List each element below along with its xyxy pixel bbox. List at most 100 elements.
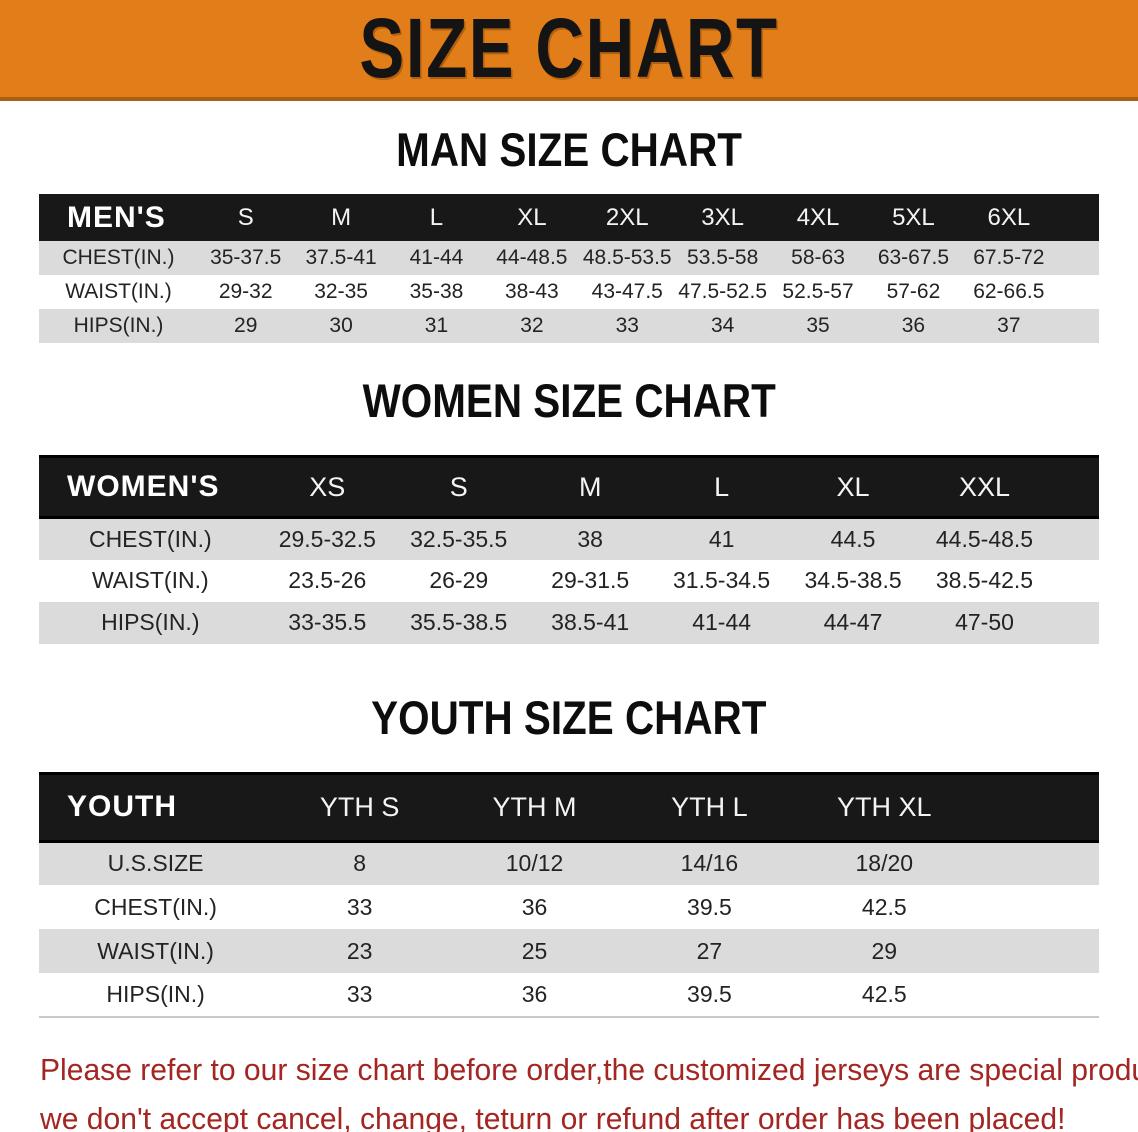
size-value: 37 (961, 309, 1057, 343)
size-value: 35.5-38.5 (393, 601, 525, 644)
row-label: WAIST(IN.) (39, 929, 273, 973)
youth-size-chart-heading: YOUTH SIZE CHART (0, 690, 1138, 745)
row-label: HIPS(IN.) (39, 973, 273, 1018)
size-value: 36 (447, 973, 622, 1018)
size-value: 32 (484, 309, 580, 343)
size-column-header: L (655, 455, 788, 519)
size-column-header: XXL (918, 455, 1051, 519)
size-value: 42.5 (796, 973, 972, 1018)
size-value: 43-47.5 (579, 275, 675, 309)
size-value: 25 (447, 929, 622, 973)
row-filler-cell (1056, 309, 1099, 343)
row-filler-cell (1056, 275, 1099, 309)
row-label: U.S.SIZE (39, 841, 273, 885)
size-column-header: 3XL (674, 194, 771, 241)
size-value: 35-38 (388, 275, 485, 309)
table-row: HIPS(IN.) 33 36 39.5 42.5 (39, 973, 1099, 1018)
table-corner-label: YOUTH (39, 771, 273, 843)
size-column-header: M (293, 194, 389, 241)
row-label: HIPS(IN.) (39, 309, 198, 343)
size-value: 63-67.5 (865, 241, 962, 275)
size-chart-banner: SIZE CHART (0, 0, 1138, 101)
size-value: 38.5-41 (524, 601, 656, 644)
women-size-chart-heading: WOMEN SIZE CHART (0, 373, 1138, 428)
size-value: 35 (770, 309, 866, 343)
size-column-header: 2XL (579, 194, 675, 241)
size-value: 29.5-32.5 (261, 517, 394, 560)
size-value: 39.5 (621, 885, 797, 929)
size-value: 39.5 (621, 973, 797, 1018)
size-value: 23.5-26 (261, 559, 394, 602)
size-table-header-row: YOUTH YTH S YTH M YTH L YTH XL (39, 771, 1099, 843)
size-value: 32-35 (293, 275, 389, 309)
size-value: 33-35.5 (261, 601, 394, 644)
size-column-header: L (388, 194, 485, 241)
size-value: 47-50 (918, 601, 1051, 644)
size-value: 27 (621, 929, 797, 973)
size-value: 33 (272, 973, 448, 1018)
women-size-chart-heading-text: WOMEN SIZE CHART (362, 374, 776, 427)
row-filler-cell (971, 973, 1099, 1018)
header-filler-cell (971, 771, 1099, 843)
size-value: 31.5-34.5 (655, 559, 788, 602)
table-corner-label: MEN'S (39, 194, 198, 241)
row-filler-cell (1050, 559, 1099, 602)
size-value: 44-48.5 (484, 241, 580, 275)
size-value: 41-44 (388, 241, 485, 275)
disclaimer-note: Please refer to our size chart before or… (40, 1045, 1138, 1132)
row-label: CHEST(IN.) (39, 517, 262, 560)
size-value: 47.5-52.5 (674, 275, 771, 309)
size-column-header: YTH L (621, 771, 797, 843)
size-value: 38 (524, 517, 656, 560)
table-row: WAIST(IN.) 23 25 27 29 (39, 929, 1099, 973)
size-table-header-row: WOMEN'S XS S M L XL XXL (39, 455, 1099, 519)
size-column-header: S (198, 194, 294, 241)
size-value: 41 (655, 517, 788, 560)
man-size-chart-heading: MAN SIZE CHART (0, 122, 1138, 177)
youth-size-table: YOUTH YTH S YTH M YTH L YTH XL U.S.SIZE 8 10/12… (39, 771, 1099, 1018)
size-value: 18/20 (796, 841, 972, 885)
disclaimer-line-2: we don't accept cancel, change, teturn o… (40, 1101, 1066, 1132)
size-value: 48.5-53.5 (579, 241, 675, 275)
size-value: 58-63 (770, 241, 866, 275)
size-column-header: 5XL (865, 194, 962, 241)
size-column-header: XL (787, 455, 919, 519)
size-column-header: YTH S (272, 771, 448, 843)
size-value: 30 (293, 309, 389, 343)
size-column-header: YTH M (447, 771, 622, 843)
header-filler-cell (1056, 194, 1099, 241)
size-value: 29 (796, 929, 972, 973)
row-label: HIPS(IN.) (39, 601, 262, 644)
size-value: 57-62 (865, 275, 962, 309)
size-value: 38-43 (484, 275, 580, 309)
table-corner-label: WOMEN'S (39, 455, 262, 519)
table-row: CHEST(IN.) 33 36 39.5 42.5 (39, 885, 1099, 929)
size-column-header: S (393, 455, 525, 519)
size-value: 35-37.5 (198, 241, 294, 275)
size-value: 23 (272, 929, 448, 973)
size-value: 42.5 (796, 885, 972, 929)
size-value: 67.5-72 (961, 241, 1057, 275)
row-filler-cell (971, 885, 1099, 929)
size-value: 14/16 (621, 841, 797, 885)
table-row: HIPS(IN.) 29 30 31 32 33 34 35 36 37 (39, 309, 1099, 343)
row-filler-cell (971, 841, 1099, 885)
disclaimer-line-1: Please refer to our size chart before or… (40, 1052, 1138, 1087)
row-label: WAIST(IN.) (39, 559, 262, 602)
size-value: 62-66.5 (961, 275, 1057, 309)
size-value: 52.5-57 (770, 275, 866, 309)
size-column-header: 6XL (961, 194, 1057, 241)
size-value: 44.5 (787, 517, 919, 560)
table-row: WAIST(IN.) 29-32 32-35 35-38 38-43 43-47.5 47.… (39, 275, 1099, 309)
table-row: CHEST(IN.) 29.5-32.5 32.5-35.5 38 41 44.5 44.5… (39, 517, 1099, 560)
size-column-header: M (524, 455, 656, 519)
size-value: 32.5-35.5 (393, 517, 525, 560)
row-filler-cell (971, 929, 1099, 973)
header-filler-cell (1050, 455, 1099, 519)
size-value: 41-44 (655, 601, 788, 644)
row-filler-cell (1050, 601, 1099, 644)
womens-size-table: WOMEN'S XS S M L XL XXL CHEST(IN.) 29.5-32.5 32.5… (39, 455, 1099, 644)
size-column-header: YTH XL (796, 771, 972, 843)
size-column-header: XS (261, 455, 394, 519)
